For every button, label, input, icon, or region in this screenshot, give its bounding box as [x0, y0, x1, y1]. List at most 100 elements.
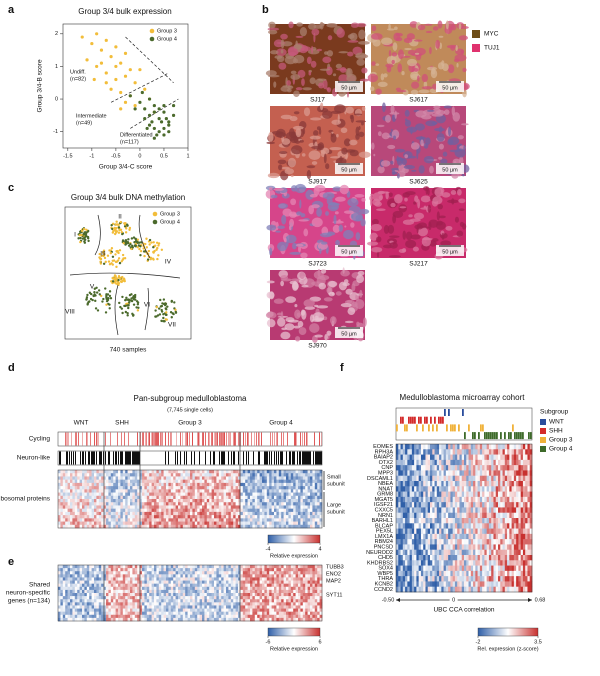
- heat-cell: [156, 583, 160, 588]
- heat-cell: [89, 571, 92, 575]
- heat-cell: [125, 565, 128, 569]
- heat-cell: [242, 482, 246, 487]
- heat-cell: [312, 505, 316, 509]
- heat-cell: [300, 583, 304, 588]
- heat-cell: [120, 518, 124, 522]
- neuron-tick: [96, 451, 97, 465]
- heat-cell: [214, 482, 217, 487]
- heat-cell: [86, 599, 90, 603]
- heat-cell: [286, 586, 289, 591]
- heat-cell: [257, 479, 260, 484]
- heat-cell: [154, 568, 157, 572]
- heat-cell: [108, 577, 112, 581]
- heat-cell: [286, 568, 289, 572]
- heat-cell: [146, 476, 150, 480]
- heat-cell: [60, 593, 64, 597]
- heat-cell: [221, 518, 224, 522]
- sample-dot: [77, 237, 80, 240]
- heat-cell: [199, 495, 203, 500]
- heat-cell: [149, 479, 152, 484]
- heat-cell: [125, 511, 128, 516]
- heat-cell: [175, 589, 179, 594]
- cluster-label: II: [118, 214, 122, 221]
- heat-cell: [108, 596, 112, 600]
- heat-cell: [84, 568, 88, 572]
- heat-cell: [288, 476, 292, 480]
- heat-cell: [156, 574, 160, 578]
- heat-cell: [257, 574, 260, 578]
- texture: [347, 40, 359, 43]
- texture: [277, 241, 288, 252]
- heat-cell: [161, 511, 164, 516]
- heat-cell: [170, 482, 174, 487]
- heat-cell: [125, 596, 128, 600]
- heat-cell: [298, 505, 301, 509]
- heat-cell: [156, 476, 160, 480]
- texture: [280, 39, 285, 49]
- heat-cell: [214, 492, 217, 497]
- neuron-tick: [280, 451, 281, 465]
- heat-cell: [283, 565, 287, 569]
- heat-cell: [276, 470, 280, 474]
- heat-cell: [274, 482, 277, 487]
- heat-cell: [58, 476, 61, 480]
- heat-cell: [115, 599, 119, 603]
- heat-cell: [101, 602, 104, 606]
- texture: [388, 192, 393, 198]
- heat-cell: [290, 495, 294, 500]
- heat-cell: [259, 589, 263, 594]
- sample-dot: [150, 241, 153, 244]
- sample-dot: [114, 276, 117, 280]
- heat-cell: [247, 589, 251, 594]
- heat-cell: [86, 574, 90, 578]
- heat-cell: [178, 524, 181, 529]
- heat-cell: [190, 596, 193, 600]
- heat-cell: [134, 521, 138, 526]
- sample-dot: [80, 229, 84, 233]
- heat-cell: [254, 586, 258, 591]
- heat-cell: [187, 515, 191, 519]
- neuron-tick: [294, 451, 295, 465]
- neuron-tick: [139, 451, 140, 465]
- heat-cell: [132, 489, 136, 493]
- sample-dot: [136, 241, 140, 245]
- heat-cell: [106, 479, 109, 484]
- heat-cell: [154, 489, 157, 493]
- heat-cell: [182, 593, 186, 597]
- heat-cell: [250, 489, 253, 493]
- heat-cell: [305, 524, 308, 529]
- heat-cell: [245, 583, 248, 588]
- heat-cell: [106, 583, 109, 588]
- heat-cell: [89, 502, 92, 506]
- heat-cell: [62, 568, 66, 572]
- heat-cell: [266, 505, 270, 509]
- texture: [307, 49, 320, 55]
- annotation: Differentiated: [120, 132, 153, 138]
- heat-cell: [262, 511, 265, 516]
- heat-cell: [235, 470, 239, 474]
- heat-cell: [127, 476, 131, 480]
- sample-dot: [103, 256, 107, 260]
- heat-cell: [156, 593, 160, 597]
- heat-cell: [161, 486, 164, 490]
- texture: [306, 169, 312, 180]
- heat-cell: [288, 602, 292, 606]
- texture: [395, 87, 401, 91]
- heat-cell: [120, 499, 124, 503]
- heat-cell: [187, 580, 191, 584]
- heat-cell: [158, 505, 162, 509]
- heat-cell: [274, 593, 277, 597]
- heat-cell: [192, 508, 196, 513]
- heat-cell: [185, 586, 188, 591]
- texture: [406, 58, 418, 67]
- sample-dot: [94, 299, 97, 303]
- heat-cell: [319, 571, 323, 575]
- heat-cell: [180, 476, 184, 480]
- heat-cell: [240, 486, 244, 490]
- heat-cell: [247, 593, 251, 597]
- cycling-tick: [128, 432, 129, 446]
- heat-cell: [269, 586, 272, 591]
- heat-cell: [170, 593, 174, 597]
- heat-cell: [307, 505, 311, 509]
- heat-cell: [197, 593, 200, 597]
